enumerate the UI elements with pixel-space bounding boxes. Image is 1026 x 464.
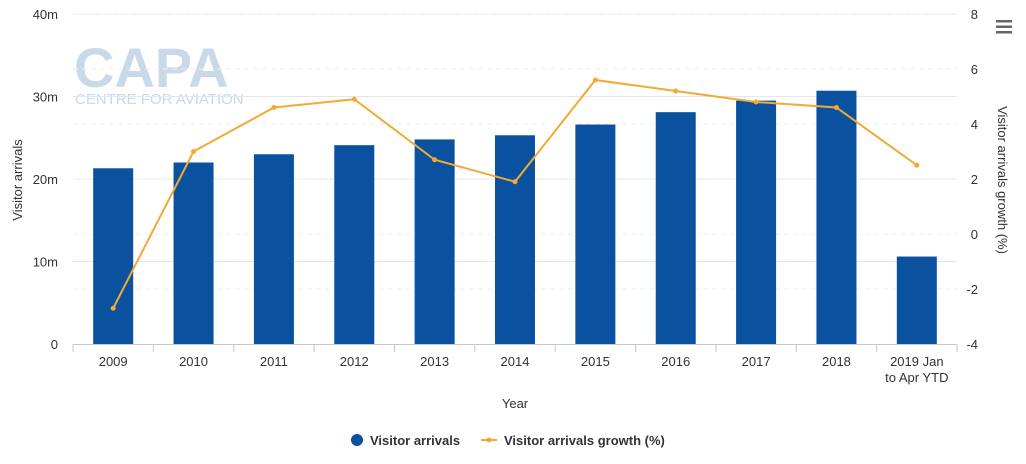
bar[interactable]	[253, 154, 294, 344]
growth-point[interactable]	[110, 305, 116, 311]
bar[interactable]	[334, 145, 375, 344]
legend-label: Visitor arrivals growth (%)	[504, 433, 665, 448]
growth-point[interactable]	[271, 105, 277, 110]
bar[interactable]	[414, 139, 455, 344]
y-right-tick-label: 0	[971, 227, 978, 242]
growth-point[interactable]	[833, 105, 839, 110]
growth-point[interactable]	[191, 149, 197, 154]
growth-point[interactable]	[914, 162, 920, 168]
growth-point[interactable]	[432, 157, 438, 163]
y-right-tick-label: 8	[971, 7, 978, 22]
y-axis-left: 0 10m 20m 30m 40m	[33, 7, 58, 352]
x-tick-label: 2016	[661, 354, 690, 369]
x-tick-label: 2009	[99, 354, 128, 369]
x-tick-label: 2018	[822, 354, 851, 369]
bar[interactable]	[816, 90, 857, 344]
watermark-tagline: CENTRE FOR AVIATION	[75, 91, 244, 108]
y-right-tick-label: 4	[971, 117, 978, 132]
growth-point[interactable]	[673, 88, 679, 94]
x-tick-label: 2019 Jan to Apr YTD	[885, 354, 948, 385]
bar[interactable]	[93, 168, 134, 344]
x-tick-label: 2015	[581, 354, 610, 369]
chart-menu-button[interactable]	[994, 18, 1014, 35]
y-right-tick-label: 2	[971, 172, 978, 187]
y-right-tick-label: 6	[971, 62, 978, 77]
bar[interactable]	[655, 112, 696, 344]
y-right-tick-label: -4	[966, 337, 978, 352]
bar[interactable]	[736, 100, 777, 344]
bar[interactable]	[575, 124, 616, 344]
capa-watermark: CAPA CENTRE FOR AVIATION	[74, 36, 244, 108]
y-axis-right-title: Visitor arrivals growth (%)	[995, 106, 1010, 254]
y-left-tick-label: 40m	[33, 7, 58, 22]
x-tick-label: 2010	[179, 354, 208, 369]
watermark-brand: CAPA	[74, 36, 229, 99]
growth-point[interactable]	[592, 77, 598, 83]
growth-point[interactable]	[753, 99, 759, 105]
bar-series	[93, 90, 937, 345]
line-series	[110, 77, 920, 311]
x-tick-label: 2011	[260, 354, 288, 369]
y-left-tick-label: 20m	[33, 172, 58, 187]
growth-point[interactable]	[351, 96, 357, 102]
x-tick-label: 2014	[501, 354, 530, 369]
y-right-tick-label: -2	[966, 282, 978, 297]
y-left-tick-label: 10m	[33, 255, 58, 270]
x-tick-label: 2013	[420, 354, 449, 369]
legend: Visitor arrivals Visitor arrivals growth…	[351, 433, 665, 448]
y-axis-right: -4 -2 0 2 4 6 8	[966, 7, 978, 352]
menu-icon	[996, 20, 1012, 23]
bar[interactable]	[173, 162, 214, 345]
bar[interactable]	[896, 256, 937, 344]
y-left-tick-label: 0	[51, 337, 58, 352]
legend-item-visitor-arrivals[interactable]: Visitor arrivals	[351, 433, 460, 448]
legend-marker-bar	[351, 434, 363, 446]
legend-item-growth[interactable]: Visitor arrivals growth (%)	[481, 433, 665, 448]
x-axis: 2009 2010 2011 2012 2013 2014 2015 2016 2017 2018…	[72, 344, 958, 385]
x-tick-label: 2012	[340, 354, 369, 369]
x-axis-title: Year	[502, 396, 529, 411]
legend-label: Visitor arrivals	[370, 433, 460, 448]
x-tick-label: 2017	[742, 354, 771, 369]
y-left-tick-label: 30m	[33, 90, 58, 105]
bar[interactable]	[495, 135, 535, 344]
y-axis-left-title: Visitor arrivals	[10, 139, 25, 221]
growth-point[interactable]	[512, 179, 518, 185]
